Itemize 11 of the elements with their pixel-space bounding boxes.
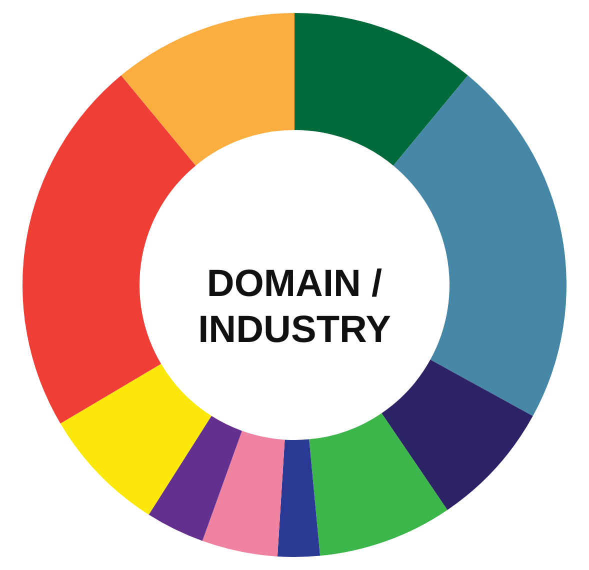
text: DOMAIN / INDUSTRY (198, 263, 391, 351)
donut-slice (60, 364, 212, 515)
donut-slice (393, 75, 566, 416)
donut-slice (148, 416, 242, 541)
donut-slice (309, 413, 448, 556)
donut-slice (202, 430, 285, 556)
donut-slice (22, 75, 196, 424)
donut-slice (294, 13, 468, 166)
donut-slice (277, 439, 320, 557)
donut-slice (121, 13, 294, 166)
donut-slice (382, 360, 533, 510)
